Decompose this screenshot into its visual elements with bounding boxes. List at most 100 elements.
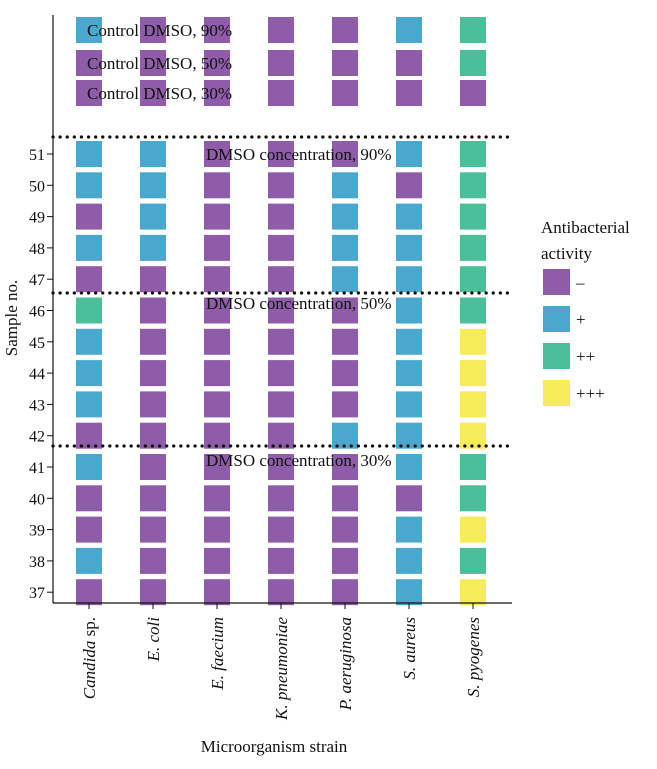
sample-row-46-cell-3 xyxy=(204,297,230,324)
sample-row-45-cell-2 xyxy=(140,328,166,355)
control-row-1-cell-1 xyxy=(76,17,102,43)
sample-row-43-cell-5 xyxy=(332,391,358,418)
sample-row-42-cell-3 xyxy=(204,422,230,449)
control-row-2-cell-6 xyxy=(396,50,422,76)
control-row-3-cell-5 xyxy=(332,80,358,106)
sample-row-50-cell-3 xyxy=(204,172,230,199)
control-row-3-cell-1 xyxy=(76,80,102,106)
sample-row-45-cell-4 xyxy=(268,328,294,355)
control-row-2-cell-5 xyxy=(332,50,358,76)
sample-row-50-cell-1 xyxy=(76,172,102,199)
y-axis-label: Sample no. xyxy=(2,280,21,357)
sample-row-39-cell-6 xyxy=(396,516,422,543)
control-row-2-cell-7 xyxy=(460,50,486,76)
heatmap-cells xyxy=(76,17,486,606)
sample-row-39-cell-5 xyxy=(332,516,358,543)
sample-row-37-cell-2 xyxy=(140,579,166,606)
sample-row-38-cell-3 xyxy=(204,547,230,574)
control-label: Control DMSO, 30% xyxy=(87,84,232,103)
sample-row-49-cell-1 xyxy=(76,203,102,230)
sample-row-37-cell-3 xyxy=(204,579,230,606)
sample-row-39-cell-1 xyxy=(76,516,102,543)
sample-row-42-cell-5 xyxy=(332,422,358,449)
legend-swatch xyxy=(543,269,570,295)
y-tick-label: 42 xyxy=(29,429,45,446)
legend-label: + xyxy=(576,310,586,329)
control-label: Control DMSO, 50% xyxy=(87,54,232,73)
sample-row-50-cell-5 xyxy=(332,172,358,199)
control-row-2-cell-1 xyxy=(76,50,102,76)
sample-row-42-cell-6 xyxy=(396,422,422,449)
sample-row-41-cell-3 xyxy=(204,454,230,480)
sample-row-37-cell-6 xyxy=(396,579,422,606)
x-tick-label: Candida sp. xyxy=(80,617,99,699)
sample-row-42-cell-1 xyxy=(76,422,102,449)
sample-row-40-cell-3 xyxy=(204,485,230,512)
legend-swatch xyxy=(543,380,570,406)
sample-row-42-cell-2 xyxy=(140,422,166,449)
sample-row-45-cell-7 xyxy=(460,328,486,355)
sample-row-43-cell-2 xyxy=(140,391,166,418)
sample-row-47-cell-7 xyxy=(460,266,486,293)
legend-label: ++ xyxy=(576,347,595,366)
sample-row-46-cell-7 xyxy=(460,297,486,324)
sample-row-40-cell-2 xyxy=(140,485,166,512)
control-row-3-cell-4 xyxy=(268,80,294,106)
y-tick-label: 41 xyxy=(29,460,45,477)
group-label: DMSO concentration, 90% xyxy=(206,145,392,164)
sample-row-43-cell-7 xyxy=(460,391,486,418)
sample-row-50-cell-7 xyxy=(460,172,486,199)
sample-row-48-cell-5 xyxy=(332,234,358,261)
control-row-2-cell-3 xyxy=(204,50,230,76)
group-separators xyxy=(51,135,514,448)
y-tick-label: 45 xyxy=(29,335,45,352)
sample-row-47-cell-3 xyxy=(204,266,230,293)
sample-row-37-cell-1 xyxy=(76,579,102,606)
sample-row-41-cell-2 xyxy=(140,454,166,480)
sample-row-47-cell-4 xyxy=(268,266,294,293)
sample-row-49-cell-3 xyxy=(204,203,230,230)
sample-row-48-cell-1 xyxy=(76,234,102,261)
sample-row-41-cell-5 xyxy=(332,454,358,480)
sample-row-38-cell-2 xyxy=(140,547,166,574)
sample-row-45-cell-1 xyxy=(76,328,102,355)
sample-row-48-cell-4 xyxy=(268,234,294,261)
sample-row-41-cell-6 xyxy=(396,454,422,480)
x-tick-label: E. faecium xyxy=(208,617,227,691)
legend-title: Antibacterial xyxy=(541,218,630,237)
sample-row-39-cell-2 xyxy=(140,516,166,543)
x-tick-label: K. pneumoniae xyxy=(272,617,291,721)
control-row-1-cell-4 xyxy=(268,17,294,43)
control-row-1-cell-5 xyxy=(332,17,358,43)
sample-row-50-cell-2 xyxy=(140,172,166,199)
sample-row-46-cell-5 xyxy=(332,297,358,324)
x-tick-label: E. coli xyxy=(144,617,163,663)
y-tick-labels: 51 50 49 48 47 46 45 44 43 42 41 40 39 38 37 xyxy=(29,147,45,602)
sample-row-49-cell-7 xyxy=(460,203,486,230)
sample-row-47-cell-2 xyxy=(140,266,166,293)
y-tick-label: 37 xyxy=(29,585,45,602)
sample-row-37-cell-5 xyxy=(332,579,358,606)
sample-row-45-cell-6 xyxy=(396,328,422,355)
sample-row-51-cell-3 xyxy=(204,141,230,167)
sample-row-44-cell-3 xyxy=(204,360,230,387)
sample-row-46-cell-2 xyxy=(140,297,166,324)
y-tick-label: 38 xyxy=(29,554,45,571)
sample-row-44-cell-5 xyxy=(332,360,358,387)
legend-swatch xyxy=(543,306,570,332)
control-row-3-cell-6 xyxy=(396,80,422,106)
control-row-3-cell-3 xyxy=(204,80,230,106)
control-row-2-cell-2 xyxy=(140,50,166,76)
sample-row-39-cell-4 xyxy=(268,516,294,543)
sample-row-38-cell-1 xyxy=(76,547,102,574)
x-tick-label: S. aureus xyxy=(400,617,419,680)
x-tick-label: P. aeruginosa xyxy=(336,617,355,711)
sample-row-41-cell-7 xyxy=(460,454,486,480)
sample-row-43-cell-4 xyxy=(268,391,294,418)
control-row-3-cell-2 xyxy=(140,80,166,106)
sample-row-49-cell-5 xyxy=(332,203,358,230)
sample-row-39-cell-7 xyxy=(460,516,486,543)
sample-row-44-cell-7 xyxy=(460,360,486,387)
